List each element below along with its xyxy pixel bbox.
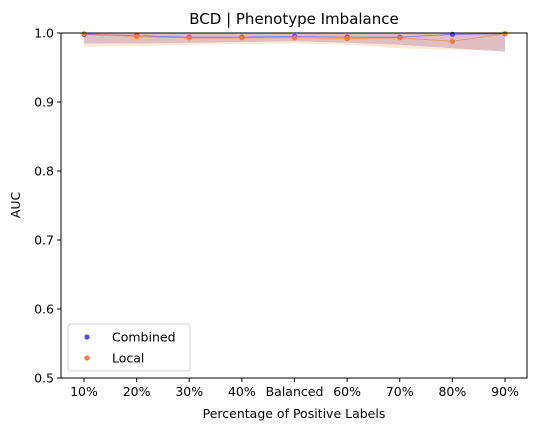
y-axis-label: AUC — [8, 192, 23, 219]
x-tick-label: 40% — [228, 384, 256, 399]
data-point-local — [344, 35, 350, 42]
y-tick-label: 0.7 — [34, 233, 54, 248]
y-tick-label: 0.5 — [34, 371, 54, 386]
x-tick-label: 90% — [491, 384, 519, 399]
x-tick-label: 70% — [386, 384, 414, 399]
data-point-local — [449, 38, 455, 44]
series-points — [81, 31, 508, 44]
y-tick-label: 0.8 — [34, 164, 54, 179]
x-tick-label: 30% — [175, 384, 203, 399]
legend-label-local: Local — [112, 351, 144, 366]
legend: Combined Local — [67, 323, 191, 372]
data-point-local — [134, 33, 140, 40]
legend-marker-local — [84, 355, 90, 361]
data-point-local — [502, 31, 508, 37]
x-axis-ticks: 10% 20% 30% 40% Balanced 60% 70% 80% 90% — [70, 378, 519, 399]
y-axis-ticks: 0.5 0.6 0.7 0.8 0.9 1.0 — [34, 26, 61, 386]
legend-label-combined: Combined — [112, 330, 176, 345]
legend-box — [67, 323, 191, 372]
data-point-local — [291, 35, 298, 41]
y-tick-label: 0.6 — [34, 302, 54, 317]
data-point-local — [186, 35, 192, 41]
data-point-local — [239, 35, 245, 41]
x-tick-label: Balanced — [266, 384, 324, 399]
y-tick-label: 0.9 — [34, 95, 54, 110]
x-tick-label: 10% — [70, 384, 98, 399]
data-point-local — [81, 31, 87, 37]
legend-marker-combined — [84, 334, 90, 340]
x-tick-label: 60% — [333, 384, 361, 399]
x-tick-label: 20% — [123, 384, 151, 399]
x-tick-label: 80% — [438, 384, 466, 399]
y-tick-label: 1.0 — [34, 26, 54, 41]
data-point-local — [397, 35, 403, 41]
x-axis-label: Percentage of Positive Labels — [203, 406, 386, 421]
chart-title: BCD | Phenotype Imbalance — [189, 10, 398, 28]
